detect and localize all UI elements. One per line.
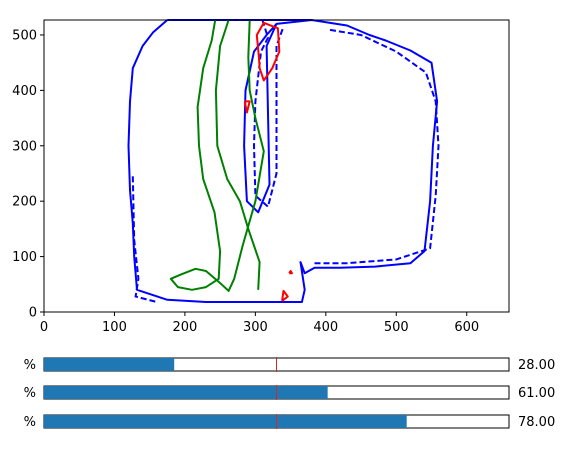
slider-label: %	[24, 415, 36, 430]
contour-line	[253, 19, 285, 208]
contour-line	[169, 19, 265, 292]
plot-frame	[43, 19, 510, 313]
y-tick-label: 500	[12, 28, 37, 43]
slider-row: % 78.00	[24, 414, 555, 430]
contour-line	[131, 176, 157, 303]
contour-line	[255, 21, 281, 82]
contour-line	[281, 289, 289, 302]
y-tick-label: 100	[12, 250, 37, 265]
x-tick-label: 600	[454, 320, 479, 335]
x-tick-label: 400	[313, 320, 338, 335]
x-axis: 0 100 200 300 400 500 600	[40, 312, 479, 335]
slider-fill[interactable]	[44, 415, 407, 428]
x-tick-label: 0	[40, 320, 48, 335]
slider-value: 28.00	[518, 358, 555, 373]
contour-line	[214, 19, 261, 290]
contour-line	[243, 100, 251, 114]
y-tick-label: 400	[12, 84, 37, 99]
slider-panel: % 28.00% 61.00% 78.00	[24, 357, 555, 430]
y-tick-label: 300	[12, 139, 37, 154]
x-tick-label: 100	[102, 320, 127, 335]
contour-plot: 0 100 200 300 400 500 600 0 100 200 300 400 500	[12, 19, 510, 335]
contour-line	[314, 28, 440, 265]
slider-label: %	[24, 386, 36, 401]
slider-row: % 28.00	[24, 357, 555, 373]
slider-value: 61.00	[518, 386, 555, 401]
contour-line	[127, 19, 439, 303]
x-tick-label: 200	[172, 320, 197, 335]
slider-row: % 61.00	[24, 385, 555, 401]
x-tick-label: 300	[243, 320, 268, 335]
slider-fill[interactable]	[44, 386, 328, 399]
y-tick-label: 200	[12, 195, 37, 210]
slider-fill[interactable]	[44, 358, 175, 371]
y-tick-label: 0	[29, 306, 37, 321]
contour-line	[288, 270, 293, 275]
slider-label: %	[24, 358, 36, 373]
slider-value: 78.00	[518, 415, 555, 430]
x-tick-label: 500	[384, 320, 409, 335]
y-axis: 0 100 200 300 400 500	[12, 28, 44, 321]
